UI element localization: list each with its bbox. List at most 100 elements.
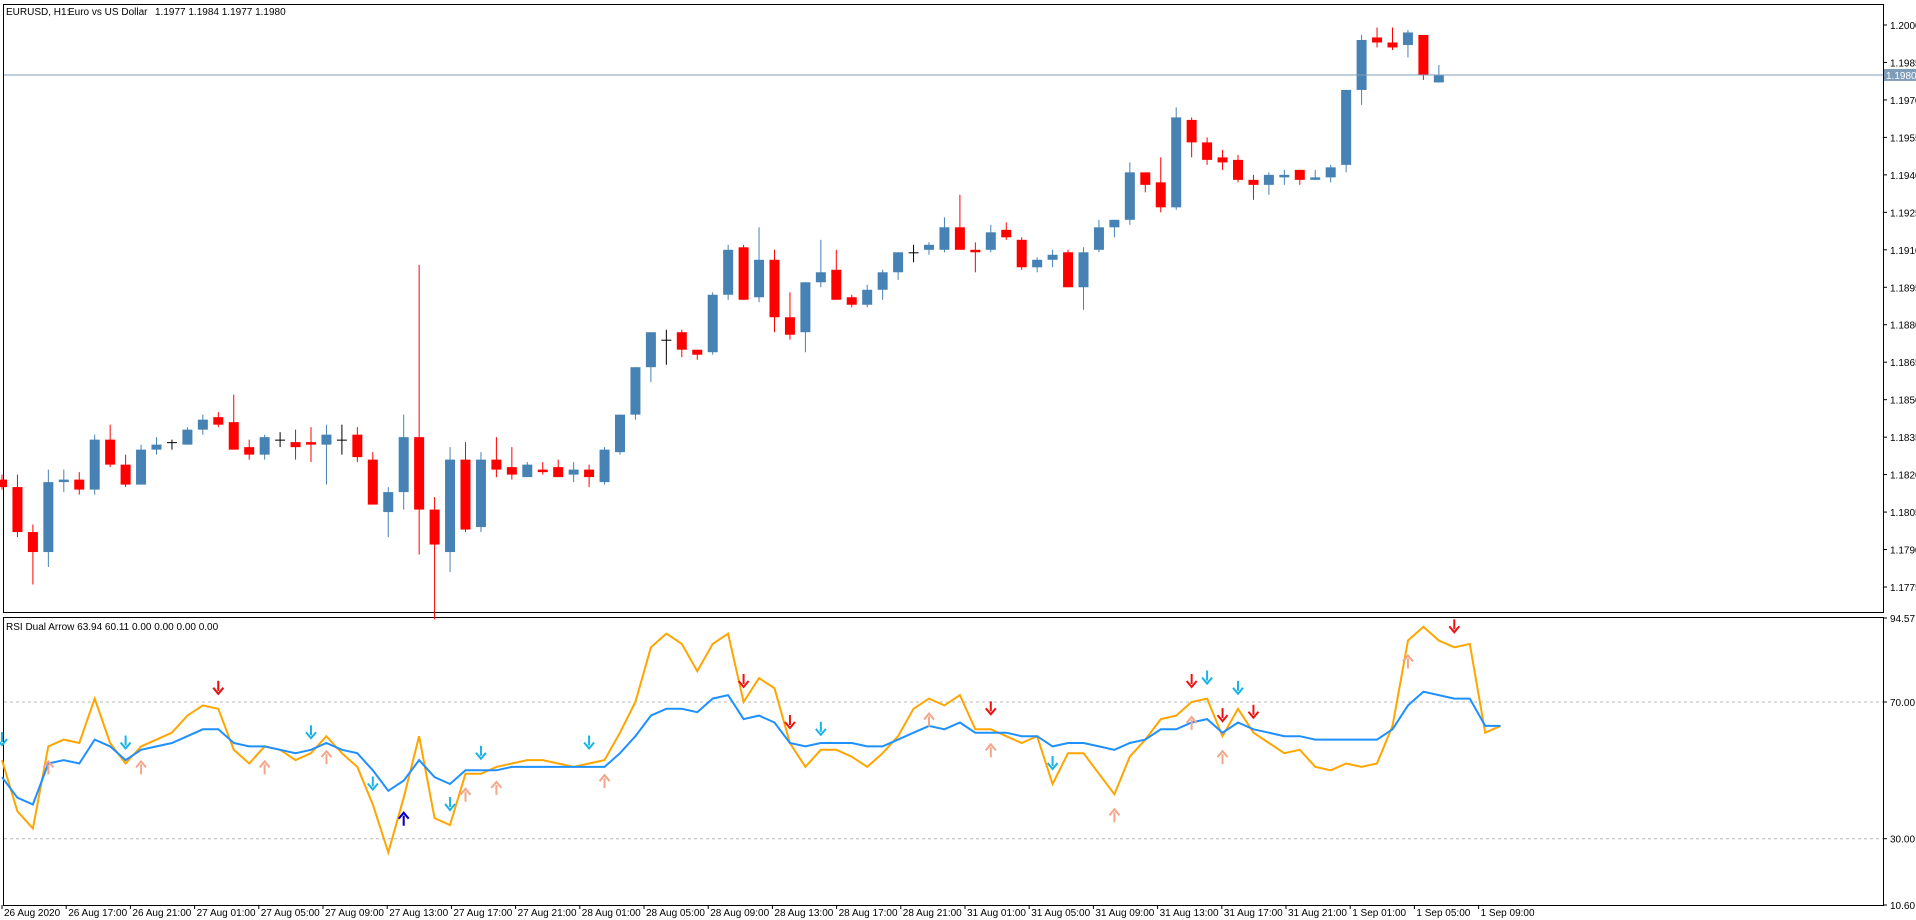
- price-tick-label: 1.1790: [1890, 546, 1916, 557]
- time-tick-label: 27 Aug 05:00: [261, 908, 320, 919]
- candle-body: [723, 249, 734, 295]
- candle-body: [954, 227, 965, 250]
- candle-body: [676, 332, 687, 350]
- buy-arrow-icon-head: [320, 749, 333, 758]
- candle-body: [491, 459, 502, 470]
- candle-body: [1233, 159, 1243, 180]
- buy-arrow-icon-head: [258, 759, 271, 769]
- main-price-pane[interactable]: [0, 27, 1883, 620]
- strong-sell-arrow-icon: [1247, 704, 1260, 720]
- time-axis[interactable]: 26 Aug 2020 26 Aug 17:00 26 Aug 21:00 27 Au…: [1, 905, 1535, 919]
- candle-body: [244, 447, 255, 455]
- sell-arrow-icon-head: [475, 752, 487, 761]
- sell-arrow-icon: [815, 721, 827, 737]
- time-tick-label: 28 Aug 17:00: [839, 908, 898, 919]
- indicator-tick-label: 30.00: [1890, 835, 1915, 846]
- strong-sell-arrow-icon-head: [1247, 711, 1260, 720]
- sell-arrow-icon: [305, 725, 317, 740]
- strong-sell-arrow-icon: [737, 673, 750, 689]
- time-tick-label: 26 Aug 2020: [4, 908, 61, 919]
- buy-arrow-icon-head: [490, 780, 503, 789]
- main-title-description: Euro vs US Dollar: [68, 7, 148, 18]
- current-price-badge: [1884, 68, 1916, 81]
- candle-body: [120, 464, 131, 485]
- candle-body: [537, 469, 548, 473]
- candle-body: [213, 417, 224, 425]
- buy-arrow-icon-head: [1185, 715, 1198, 724]
- candle-body: [43, 482, 54, 553]
- candle-body: [692, 349, 703, 355]
- candle-body: [58, 479, 69, 483]
- time-tick-label: 26 Aug 21:00: [132, 908, 191, 919]
- strong-sell-arrow-icon-head: [1216, 714, 1229, 723]
- candle-body: [89, 439, 100, 490]
- candle-body: [228, 422, 239, 450]
- price-tick-label: 1.1850: [1890, 396, 1916, 407]
- price-tick-label: 1.1940: [1890, 171, 1916, 182]
- sell-arrow-icon-head: [583, 741, 595, 751]
- strong-sell-arrow-icon-head: [1185, 680, 1198, 689]
- buy-arrow-icon-head: [1216, 749, 1229, 758]
- candle-body: [908, 252, 919, 254]
- buy-arrow-icon-head: [598, 773, 611, 782]
- price-axis[interactable]: 1.2000 1.1985 1.1970 1.1955 1.1940 1.1925 1.19…: [1883, 21, 1916, 594]
- time-tick-label: 26 Aug 17:00: [68, 908, 127, 919]
- candle-body: [306, 442, 316, 445]
- indicator-title: RSI Dual Arrow 63.94 60.11 0.00 0.00 0.0…: [6, 622, 219, 633]
- time-tick-label: 27 Aug 13:00: [389, 908, 448, 919]
- candle-body: [414, 437, 425, 510]
- candle-body: [275, 439, 286, 441]
- candle-body: [862, 289, 873, 305]
- buy-arrow-icon: [42, 759, 55, 775]
- candle-body: [1387, 42, 1398, 48]
- price-tick-label: 1.1880: [1890, 321, 1916, 332]
- time-tick-label: 27 Aug 17:00: [453, 908, 512, 919]
- sell-arrow-icon-head: [444, 803, 456, 812]
- candle-body: [1279, 174, 1290, 178]
- candle-body: [970, 249, 981, 253]
- buy-arrow-icon: [923, 711, 935, 727]
- candle-body: [985, 232, 996, 250]
- sell-arrow-icon: [475, 745, 487, 761]
- candle-body: [197, 419, 208, 430]
- time-tick-label: 1 Sep 09:00: [1481, 908, 1535, 919]
- strong-sell-arrow-icon-head: [985, 707, 997, 716]
- candle-body: [1356, 39, 1367, 90]
- indicator-axis[interactable]: 94.57 70.00 30.00 10.60: [1883, 614, 1915, 912]
- main-title-ohlc: 1.1977 1.1984 1.1977 1.1980: [155, 7, 286, 18]
- candle-body: [831, 269, 842, 300]
- price-tick-label: 1.1820: [1890, 471, 1916, 482]
- candle-body: [475, 459, 486, 528]
- candle-body: [877, 272, 888, 290]
- candle-body: [738, 247, 749, 300]
- candle-body: [815, 272, 826, 283]
- candle-body: [383, 492, 394, 513]
- time-tick-label: 31 Aug 21:00: [1288, 908, 1347, 919]
- main-pane-frame: [3, 4, 1884, 613]
- indicator-pane[interactable]: [0, 619, 1883, 856]
- rsi-slow-line: [1, 690, 1501, 806]
- candle-body: [460, 459, 471, 530]
- candle-body: [0, 479, 7, 488]
- indicator-tick-label: 94.57: [1890, 614, 1915, 625]
- time-tick-label: 31 Aug 01:00: [967, 908, 1026, 919]
- candle-body: [1078, 252, 1089, 288]
- price-tick-label: 1.2000: [1890, 21, 1916, 32]
- candle-body: [707, 294, 718, 353]
- buy-arrow-icon: [1185, 715, 1198, 730]
- candle-body: [336, 439, 347, 441]
- buy-arrow-icon-head: [42, 759, 55, 769]
- time-tick-label: 1 Sep 05:00: [1416, 908, 1470, 919]
- time-tick-label: 27 Aug 21:00: [518, 908, 577, 919]
- candle-body: [784, 317, 795, 335]
- indicator-tick-label: 10.60: [1890, 901, 1915, 912]
- candle-body: [136, 449, 147, 485]
- candle-body: [74, 479, 85, 490]
- candle-body: [1433, 74, 1444, 83]
- buy-arrow-icon-head: [1108, 807, 1121, 816]
- sell-arrow-icon-head: [305, 731, 317, 740]
- candle-body: [630, 367, 641, 415]
- candle-body: [1155, 182, 1166, 208]
- candle-body: [1093, 227, 1104, 250]
